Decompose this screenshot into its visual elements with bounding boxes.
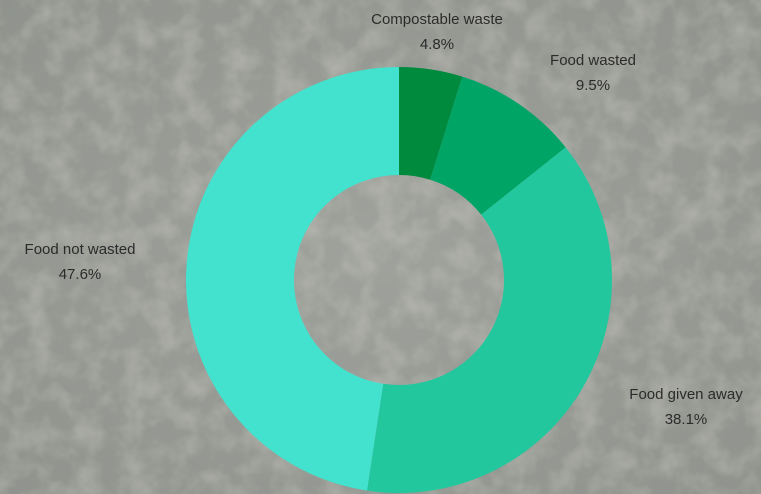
value-label: 4.8%	[420, 36, 454, 53]
donut-slice	[367, 147, 612, 494]
slice-label: Food wasted	[550, 52, 636, 69]
donut-slice	[399, 67, 463, 180]
slice-label: Compostable waste	[371, 11, 503, 28]
slice-label: Food not wasted	[25, 241, 136, 258]
slice-label: Food given away	[629, 386, 743, 403]
donut-slice	[430, 76, 566, 215]
donut-slice	[186, 67, 399, 491]
value-label: 47.6%	[59, 266, 102, 283]
value-label: 9.5%	[576, 77, 610, 94]
value-label: 38.1%	[665, 411, 708, 428]
